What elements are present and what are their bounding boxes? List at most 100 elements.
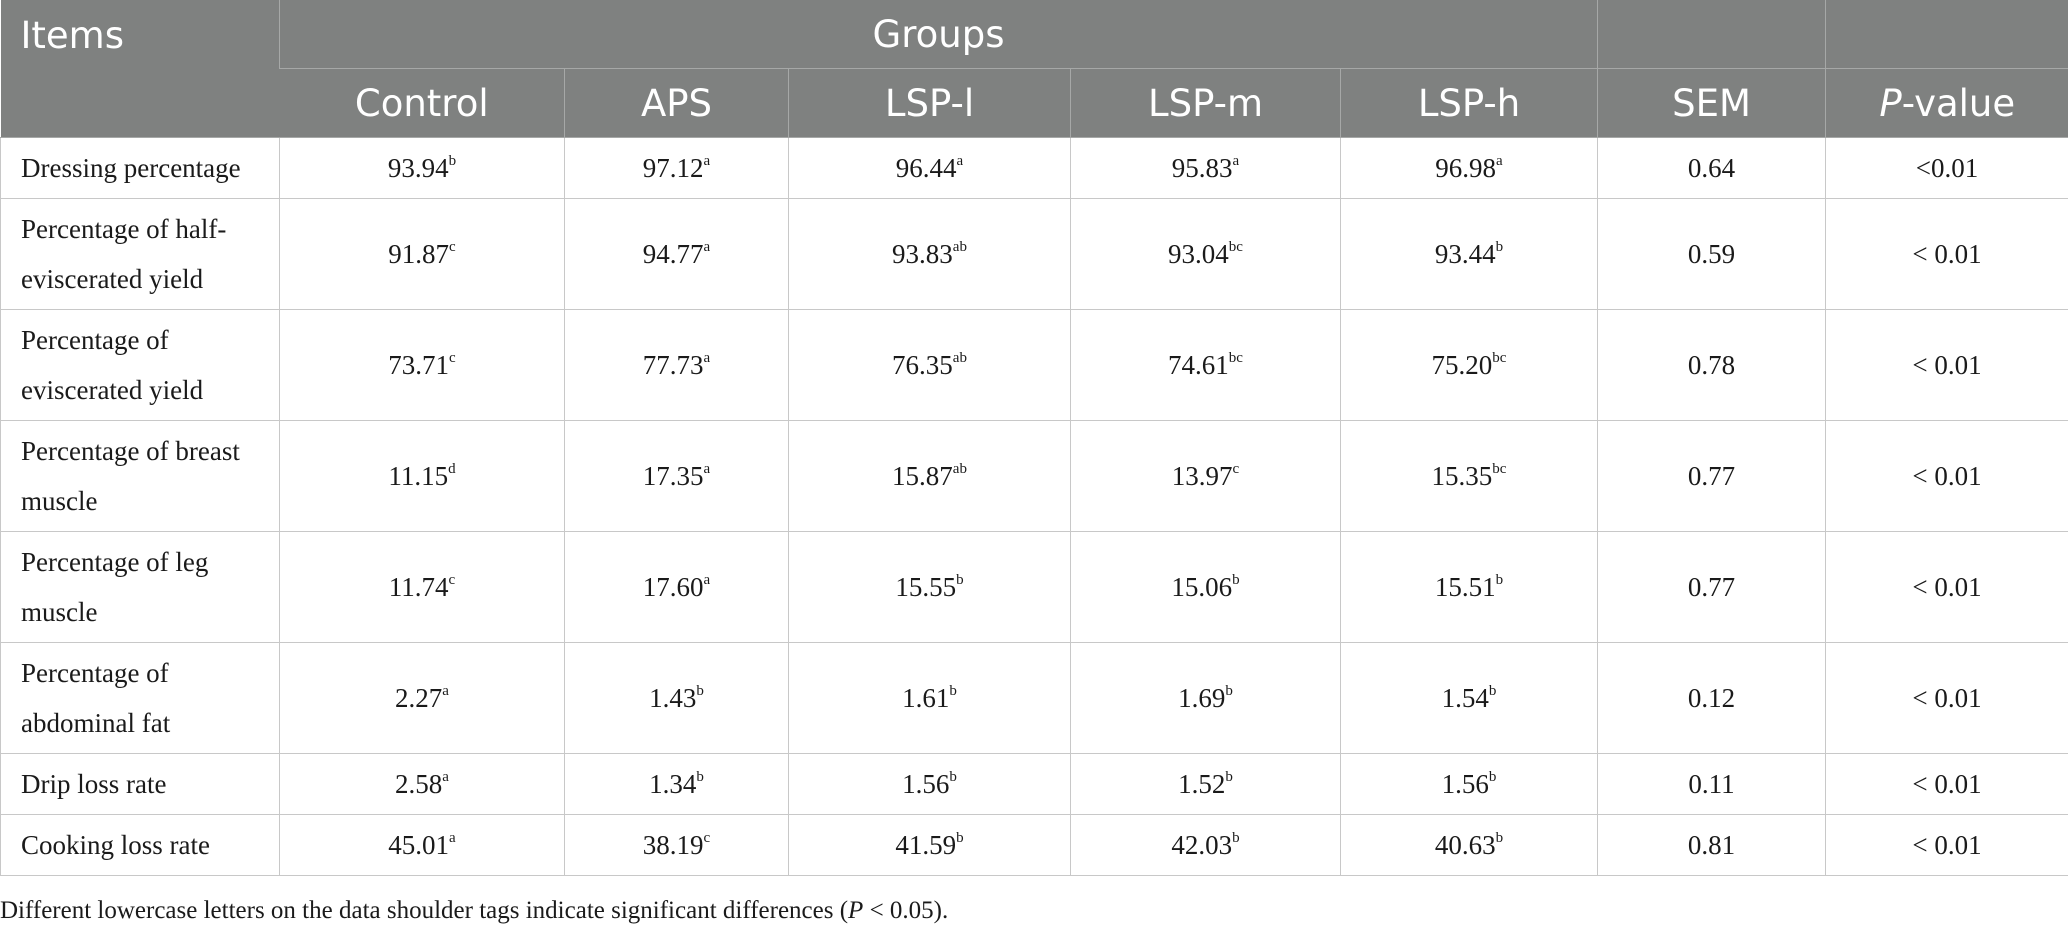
p-value-label: -value bbox=[1901, 81, 2016, 125]
significance-letter: c bbox=[448, 571, 456, 588]
p-value-cell: < 0.01 bbox=[1825, 309, 2068, 421]
value-cell: 13.97c bbox=[1070, 420, 1341, 532]
items-header: Items bbox=[0, 0, 280, 138]
value-cell: 77.73a bbox=[564, 309, 789, 421]
significance-letter: b bbox=[1232, 571, 1240, 588]
p-value-cell: < 0.01 bbox=[1825, 642, 2068, 754]
value-cell: 1.56b bbox=[788, 753, 1071, 815]
row-item-label: Dressing percentage bbox=[0, 137, 280, 199]
value-cell: 38.19c bbox=[564, 814, 789, 876]
carcass-traits-table: Items Groups Control APS LSP-l LSP-m LSP… bbox=[0, 0, 2068, 876]
significance-letter: a bbox=[703, 460, 711, 477]
table-row: Dressing percentage 93.94b 97.12a 96.44a 95.… bbox=[0, 137, 2068, 199]
row-item-label: Percentage of breast muscle bbox=[0, 420, 280, 532]
value-cell: 41.59b bbox=[788, 814, 1071, 876]
cell-value: 77.73 bbox=[642, 349, 704, 380]
cell-value: 1.54 bbox=[1441, 682, 1489, 713]
significance-letter: a bbox=[449, 829, 456, 846]
cell-value: 15.87 bbox=[892, 460, 953, 491]
value-cell: 1.69b bbox=[1070, 642, 1341, 754]
column-header-lsp-l: LSP-l bbox=[788, 68, 1071, 138]
value-cell: 93.04bc bbox=[1070, 198, 1341, 310]
value-cell: 75.20bc bbox=[1339, 309, 1599, 421]
significance-letter: b bbox=[1225, 682, 1233, 699]
table-row: Percentage of half-eviscerated yield 91.8… bbox=[0, 198, 2068, 310]
cell-value: 15.51 bbox=[1434, 571, 1496, 602]
value-cell: 15.35bc bbox=[1339, 420, 1599, 532]
significance-letter: a bbox=[703, 571, 711, 588]
value-cell: 1.52b bbox=[1070, 753, 1341, 815]
value-cell: 15.55b bbox=[788, 531, 1071, 643]
value-cell: 15.51b bbox=[1339, 531, 1599, 643]
cell-value: 17.60 bbox=[642, 571, 704, 602]
significance-letter: b bbox=[1488, 682, 1497, 699]
column-header-lsp-m: LSP-m bbox=[1070, 68, 1341, 138]
significance-letter: bc bbox=[1228, 238, 1243, 255]
cell-value: 1.69 bbox=[1178, 682, 1226, 713]
cell-value: 91.87 bbox=[388, 238, 450, 269]
cell-value: 11.15 bbox=[388, 460, 449, 491]
value-cell: 93.94b bbox=[279, 137, 565, 199]
value-cell: 74.61bc bbox=[1070, 309, 1341, 421]
significance-letter: bc bbox=[1492, 460, 1507, 477]
value-cell: 96.98a bbox=[1339, 137, 1599, 199]
value-cell: 76.35ab bbox=[788, 309, 1071, 421]
sem-cell: 0.77 bbox=[1597, 420, 1827, 532]
cell-value: 1.56 bbox=[1441, 768, 1489, 799]
significance-letter: ab bbox=[952, 460, 967, 477]
p-value-cell: < 0.01 bbox=[1825, 420, 2068, 532]
cell-value: 93.83 bbox=[892, 238, 953, 269]
cell-value: 94.77 bbox=[642, 238, 704, 269]
footnote-p-symbol: P bbox=[848, 897, 864, 924]
significance-letter: d bbox=[448, 460, 456, 477]
significance-letter: b bbox=[949, 682, 957, 699]
cell-value: 40.63 bbox=[1434, 829, 1496, 860]
cell-value: 11.74 bbox=[388, 571, 449, 602]
p-value-cell: < 0.01 bbox=[1825, 753, 2068, 815]
value-cell: 45.01a bbox=[279, 814, 565, 876]
table-row: Percentage of breast muscle 11.15d 17.35a 1… bbox=[0, 420, 2068, 532]
value-cell: 2.27a bbox=[279, 642, 565, 754]
p-value-cell: <0.01 bbox=[1825, 137, 2068, 199]
significance-letter: a bbox=[956, 152, 964, 169]
significance-letter: b bbox=[696, 682, 704, 699]
cell-value: 93.04 bbox=[1168, 238, 1229, 269]
significance-letter: b bbox=[1495, 829, 1504, 846]
cell-value: 17.35 bbox=[642, 460, 704, 491]
significance-letter: a bbox=[442, 768, 449, 785]
row-item-label: Percentage of eviscerated yield bbox=[0, 309, 280, 421]
cell-value: 2.58 bbox=[395, 768, 443, 799]
cell-value: 13.97 bbox=[1171, 460, 1233, 491]
significance-letter: b bbox=[949, 768, 957, 785]
value-cell: 97.12a bbox=[564, 137, 789, 199]
significance-letter: a bbox=[703, 152, 711, 169]
table-body: Dressing percentage 93.94b 97.12a 96.44a 95.… bbox=[0, 137, 2068, 876]
significance-letter: c bbox=[449, 238, 456, 255]
value-cell: 2.58a bbox=[279, 753, 565, 815]
significance-letter: b bbox=[1232, 829, 1240, 846]
cell-value: 45.01 bbox=[388, 829, 450, 860]
value-cell: 1.43b bbox=[564, 642, 789, 754]
sem-cell: 0.64 bbox=[1597, 137, 1827, 199]
cell-value: 93.44 bbox=[1434, 238, 1496, 269]
table-row: Drip loss rate 2.58a 1.34b 1.56b 1.52b 1.56b 0… bbox=[0, 753, 2068, 815]
significance-letter: b bbox=[1488, 768, 1497, 785]
significance-letter: b bbox=[956, 829, 964, 846]
value-cell: 73.71c bbox=[279, 309, 565, 421]
blank-header-cell bbox=[1825, 0, 2068, 69]
row-item-label: Cooking loss rate bbox=[0, 814, 280, 876]
cell-value: 1.61 bbox=[902, 682, 950, 713]
value-cell: 42.03b bbox=[1070, 814, 1341, 876]
significance-letter: b bbox=[448, 152, 457, 169]
value-cell: 93.44b bbox=[1339, 198, 1599, 310]
significance-letter: c bbox=[449, 349, 456, 366]
significance-letter: a bbox=[1232, 152, 1240, 169]
cell-value: 93.94 bbox=[387, 152, 449, 183]
row-item-label: Percentage of abdominal fat bbox=[0, 642, 280, 754]
value-cell: 11.15d bbox=[279, 420, 565, 532]
sem-cell: 0.59 bbox=[1597, 198, 1827, 310]
cell-value: 1.34 bbox=[649, 768, 697, 799]
significance-letter: a bbox=[442, 682, 449, 699]
value-cell: 15.06b bbox=[1070, 531, 1341, 643]
column-header-p-value: P-value bbox=[1825, 68, 2068, 138]
